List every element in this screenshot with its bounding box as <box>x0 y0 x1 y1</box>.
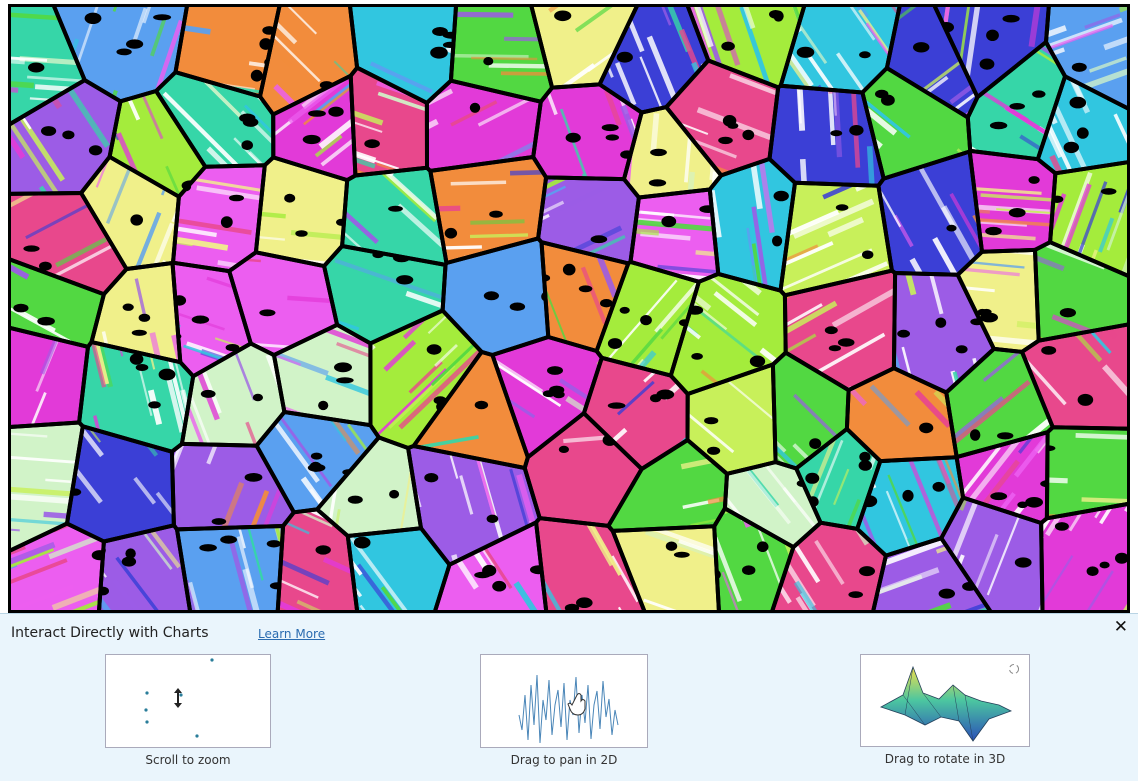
pan-hand-icon <box>518 674 619 744</box>
grain-boundary <box>1033 240 1130 343</box>
grain-map-svg <box>8 4 1130 613</box>
grain-map-image <box>8 4 1130 613</box>
grain-cell <box>177 526 284 613</box>
tip-card-pan: Drag to pan in 2D <box>480 654 648 767</box>
close-icon[interactable]: ✕ <box>1113 617 1128 637</box>
tip-card-zoom: Scroll to zoom <box>105 654 271 767</box>
grain-boundary <box>1044 425 1130 521</box>
learn-more-link[interactable]: Learn More <box>258 627 326 641</box>
tip-card-rotate: Drag to rotate in 3D <box>860 654 1030 766</box>
scroll-zoom-thumbnail <box>105 654 271 748</box>
banner-title: Interact Directly with Charts <box>11 625 209 641</box>
grain-cell <box>769 85 884 186</box>
tip-caption-zoom: Scroll to zoom <box>145 753 231 767</box>
grain-boundary <box>1039 501 1130 613</box>
grain-cell <box>8 422 83 554</box>
tip-caption-rotate: Drag to rotate in 3D <box>884 752 1006 766</box>
tip-caption-pan: Drag to pan in 2D <box>510 753 618 767</box>
rotate-thumbnail <box>860 654 1030 747</box>
rotate-3d-icon <box>880 664 1019 742</box>
grain-boundary <box>1020 322 1130 431</box>
pan-thumbnail <box>480 654 648 748</box>
grain-cell <box>857 457 964 556</box>
interact-banner: Interact Directly with Charts Learn More… <box>0 613 1138 781</box>
grain-cell <box>450 4 553 102</box>
grain-cell <box>714 508 794 613</box>
scroll-zoom-icon <box>144 658 214 738</box>
grain-cell <box>430 157 547 263</box>
